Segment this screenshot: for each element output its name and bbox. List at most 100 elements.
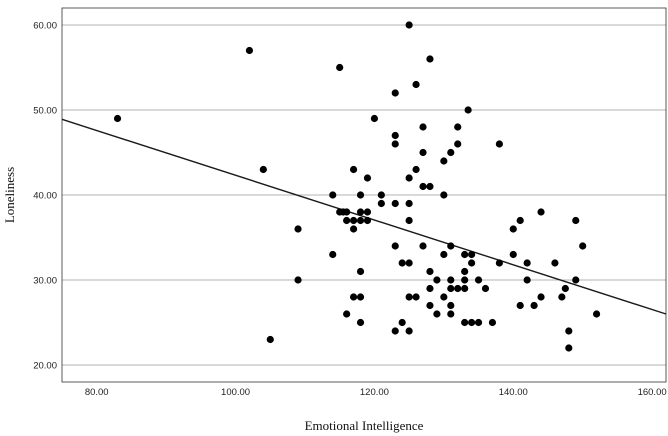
scatter-point (464, 106, 472, 114)
scatter-point (468, 250, 476, 259)
scatter-point (370, 114, 379, 123)
scatter-point (412, 80, 420, 89)
scatter-point (391, 89, 399, 97)
scatter-point (336, 63, 344, 72)
scatter-point (391, 140, 399, 148)
plot-area-frame (61, 7, 667, 383)
scatter-point (551, 259, 559, 267)
scatter-point (461, 267, 469, 276)
scatter-point (468, 318, 476, 327)
scatter-point (426, 284, 434, 293)
scatter-point (523, 259, 531, 267)
scatter-point (509, 250, 517, 259)
scatter-point (343, 208, 351, 216)
scatter-point (412, 293, 420, 301)
scatter-point (349, 225, 358, 233)
scatter-point (294, 225, 302, 233)
scatter-point (454, 140, 462, 148)
scatter-point (440, 157, 448, 165)
scatter-point (516, 216, 524, 225)
scatter-point (343, 310, 351, 318)
scatter-point (509, 225, 517, 233)
scatter-point (468, 259, 476, 267)
scatter-point (440, 191, 448, 199)
scatter-point (523, 276, 531, 284)
scatter-point (391, 199, 399, 208)
scatter-point (426, 55, 434, 63)
scatter-point (454, 284, 462, 293)
scatter-point (419, 182, 427, 191)
scatter-point (495, 259, 503, 267)
scatter-point (113, 114, 122, 123)
x-tick-label: 120.00 (360, 387, 389, 398)
scatter-point (363, 208, 372, 216)
scatter-point (426, 182, 434, 191)
scatter-point (356, 293, 365, 301)
scatter-point (398, 318, 406, 327)
scatter-point (356, 191, 365, 199)
scatter-point (433, 310, 441, 318)
scatter-point (405, 327, 413, 335)
scatter-point (440, 293, 448, 301)
scatter-point (447, 301, 455, 310)
scatter-point (561, 284, 569, 293)
scatter-point (481, 284, 490, 293)
scatter-point (530, 301, 538, 310)
scatter-point (349, 293, 358, 301)
scatter-point (363, 174, 372, 182)
scatter-point (572, 216, 580, 225)
scatter-point (259, 165, 267, 174)
scatter-point (558, 293, 566, 301)
scatter-point (391, 131, 399, 140)
scatter-point (349, 165, 358, 174)
scatter-point (461, 276, 469, 284)
y-tick-label: 20.00 (33, 361, 57, 372)
fit-line-layer (61, 118, 667, 315)
x-tick-label: 80.00 (85, 387, 109, 398)
x-tick-label: 100.00 (221, 387, 250, 398)
x-axis-title: Emotional Intelligence (305, 418, 424, 433)
x-tick-labels: 80.00 100.00 120.00 140.00 160.00 (85, 387, 667, 398)
scatter-point (565, 344, 573, 352)
scatter-point (474, 276, 483, 284)
scatter-point (454, 123, 462, 131)
scatter-point (447, 284, 455, 293)
scatter-point (447, 148, 455, 157)
scatter-point (294, 276, 302, 284)
scatter-point (405, 174, 413, 182)
scatter-point (356, 267, 365, 276)
scatter-point (565, 327, 573, 335)
x-tick-label: 160.00 (638, 387, 667, 398)
scatter-point (343, 216, 351, 225)
scatter-point (474, 318, 483, 327)
scatter-point (447, 310, 455, 318)
y-tick-label: 60.00 (33, 21, 57, 32)
scatter-point (405, 259, 413, 267)
scatter-point (245, 46, 254, 55)
scatter-point (377, 199, 385, 208)
scatter-point (356, 216, 365, 225)
scatter-point (447, 242, 455, 250)
scatter-point (419, 242, 427, 250)
y-tick-label: 40.00 (33, 191, 57, 202)
scatter-point (516, 301, 524, 310)
scatter-point (329, 191, 337, 199)
scatter-point (405, 21, 413, 29)
scatter-point (447, 276, 455, 284)
scatter-point (592, 310, 601, 318)
scatter-point (412, 165, 420, 174)
scatter-point (329, 250, 337, 259)
scatter-point (579, 242, 587, 250)
scatter-point (537, 293, 545, 301)
scatter-point (405, 199, 413, 208)
y-tick-label: 50.00 (33, 106, 57, 117)
scatter-point (356, 208, 365, 216)
scatter-point (405, 293, 413, 301)
scatter-point (356, 318, 365, 327)
x-tick-label: 140.00 (499, 387, 528, 398)
scatter-point (426, 301, 434, 310)
scatter-point (495, 140, 503, 148)
scatter-point (440, 250, 448, 259)
scatter-point (419, 148, 427, 157)
